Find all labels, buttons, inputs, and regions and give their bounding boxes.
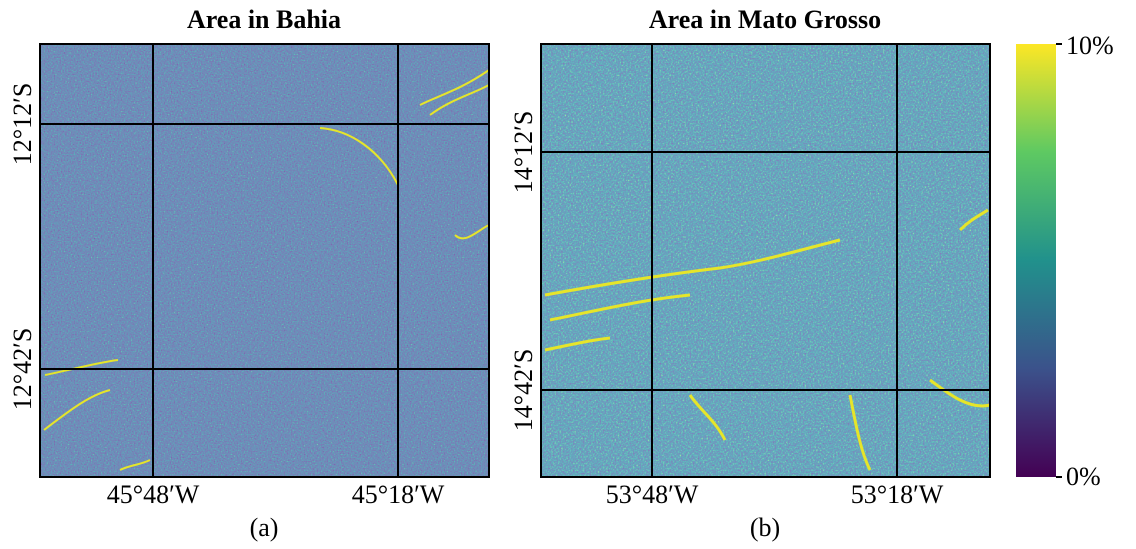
x-tick-label: 45°18′W xyxy=(352,480,445,509)
caption: (a) xyxy=(250,513,279,542)
panel-b: Area in Mato Grosso 53°48′W 53°18′W 14°1… xyxy=(509,5,991,542)
x-tick-label: 53°18′W xyxy=(851,480,944,509)
highlight-streaks xyxy=(43,69,490,471)
y-tick-label: 14°42′S xyxy=(509,349,538,432)
x-tick-label: 53°48′W xyxy=(606,480,699,509)
y-tick-label: 14°12′S xyxy=(509,111,538,194)
frame xyxy=(540,43,991,478)
map-texture xyxy=(40,44,489,477)
panel-title: Area in Mato Grosso xyxy=(649,5,881,34)
colorbar-gradient xyxy=(1016,44,1056,477)
colorbar-label: 10% xyxy=(1066,31,1114,60)
x-tick-label: 45°48′W xyxy=(107,480,200,509)
colorbar-label: 0% xyxy=(1066,462,1101,491)
y-tick-label: 12°42′S xyxy=(8,328,37,411)
panel-a: Area in Bahia 45°48′W 45°18′W 12°12′S 12… xyxy=(8,5,490,542)
caption: (b) xyxy=(750,513,780,542)
colorbar: 10% 0% xyxy=(1016,31,1114,491)
frame xyxy=(39,43,490,478)
highlight-streaks xyxy=(544,208,991,471)
y-tick-label: 12°12′S xyxy=(8,83,37,166)
panel-title: Area in Bahia xyxy=(187,5,341,34)
map-texture xyxy=(541,44,990,477)
